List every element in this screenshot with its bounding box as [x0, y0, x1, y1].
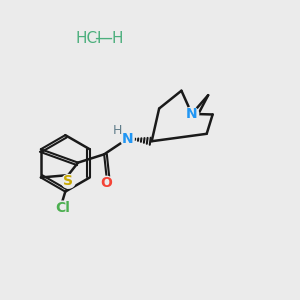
Text: N: N: [186, 107, 198, 121]
Circle shape: [185, 107, 199, 121]
Text: —: —: [94, 29, 112, 47]
Text: HCl: HCl: [76, 31, 102, 46]
Text: S: S: [64, 174, 74, 188]
Circle shape: [56, 201, 69, 215]
Text: Cl: Cl: [55, 201, 70, 215]
Text: O: O: [100, 176, 112, 190]
Circle shape: [121, 132, 134, 146]
Text: N: N: [122, 132, 133, 146]
Circle shape: [100, 176, 113, 190]
Text: H: H: [113, 124, 122, 137]
Text: H: H: [111, 31, 123, 46]
Circle shape: [61, 175, 75, 188]
